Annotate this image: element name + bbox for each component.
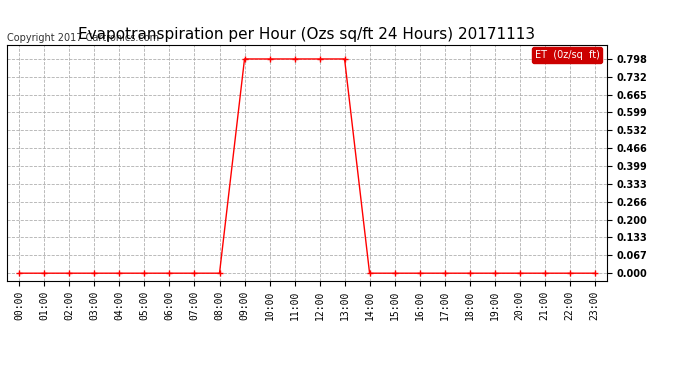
Title: Evapotranspiration per Hour (Ozs sq/ft 24 Hours) 20171113: Evapotranspiration per Hour (Ozs sq/ft 2… <box>79 27 535 42</box>
Text: Copyright 2017 Cartronics.com: Copyright 2017 Cartronics.com <box>7 33 159 43</box>
Legend: ET  (0z/sq  ft): ET (0z/sq ft) <box>531 48 602 63</box>
